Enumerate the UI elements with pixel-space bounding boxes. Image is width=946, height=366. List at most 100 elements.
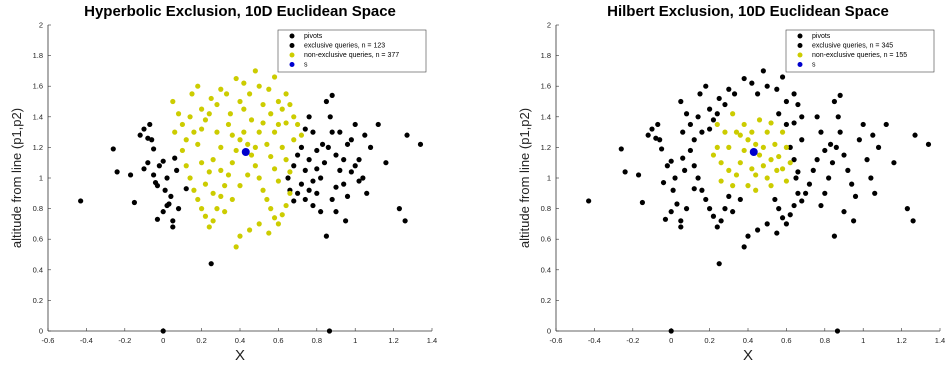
x-tick-label: 0.8 xyxy=(312,336,322,345)
data-point xyxy=(586,198,592,204)
data-point xyxy=(160,158,166,164)
data-point xyxy=(730,111,736,117)
data-point xyxy=(145,160,151,166)
data-point xyxy=(787,212,793,218)
data-point xyxy=(687,121,694,128)
data-point xyxy=(680,155,686,161)
data-point xyxy=(279,212,285,218)
data-point xyxy=(302,167,308,173)
data-point xyxy=(749,166,755,172)
y-tick-label: 0.2 xyxy=(541,296,551,305)
data-point xyxy=(768,120,774,126)
data-point xyxy=(333,209,339,215)
data-point xyxy=(275,221,281,227)
data-point xyxy=(760,68,766,74)
legend-entry: non-exclusive queries, n = 377 xyxy=(304,52,399,59)
data-point xyxy=(298,132,305,138)
data-point xyxy=(793,175,799,181)
data-point xyxy=(668,209,674,215)
data-point xyxy=(256,83,262,89)
s-point xyxy=(749,147,758,156)
data-point xyxy=(737,160,743,166)
data-point xyxy=(697,91,703,97)
data-point xyxy=(227,111,233,117)
data-point xyxy=(860,121,866,128)
data-point xyxy=(367,144,374,150)
data-point xyxy=(295,121,301,128)
y-tick-label: 0.8 xyxy=(541,204,551,213)
data-point xyxy=(210,218,216,224)
data-point xyxy=(360,175,366,181)
data-point xyxy=(722,129,728,135)
data-point xyxy=(237,137,243,143)
data-point xyxy=(247,91,253,97)
data-point xyxy=(772,141,778,147)
x-tick-label: -0.6 xyxy=(42,336,55,345)
data-point xyxy=(137,132,143,138)
x-tick-label: 1 xyxy=(861,336,865,345)
y-tick-label: 1.4 xyxy=(541,112,551,121)
data-point xyxy=(183,137,189,143)
data-point xyxy=(799,114,805,120)
data-point xyxy=(680,129,686,135)
data-point xyxy=(756,117,763,123)
data-point xyxy=(726,86,732,92)
chart-panel-1: Hyperbolic Exclusion, 10D Euclidean Spac… xyxy=(9,3,437,364)
x-tick-label: -0.2 xyxy=(626,336,639,345)
data-point xyxy=(779,129,786,135)
data-point xyxy=(868,175,874,181)
data-point xyxy=(172,155,178,161)
data-point xyxy=(210,157,216,163)
data-point xyxy=(314,147,320,154)
data-point xyxy=(726,193,732,199)
data-point xyxy=(718,218,724,224)
data-point xyxy=(678,224,684,230)
data-point xyxy=(731,91,738,97)
data-point xyxy=(925,141,932,147)
data-point xyxy=(141,126,147,132)
data-point xyxy=(344,141,351,147)
data-point xyxy=(714,144,720,150)
data-point xyxy=(202,181,209,187)
data-point xyxy=(841,152,847,158)
data-point xyxy=(195,141,201,147)
data-point xyxy=(749,80,755,86)
data-point xyxy=(179,121,185,128)
x-tick-label: 1.4 xyxy=(935,336,945,345)
x-tick-label: 0.2 xyxy=(196,336,206,345)
y-axis-label: altitude from line (p1,p2) xyxy=(517,108,532,248)
data-point xyxy=(218,167,224,173)
legend-marker xyxy=(797,52,803,58)
data-point xyxy=(208,95,214,102)
data-point xyxy=(375,121,381,128)
data-point xyxy=(683,111,690,117)
data-point xyxy=(291,198,297,204)
data-point xyxy=(803,190,809,196)
data-point xyxy=(271,74,278,80)
legend-entry: exclusive queries, n = 123 xyxy=(304,43,385,50)
data-point xyxy=(733,172,740,178)
data-point xyxy=(772,196,778,203)
s-point xyxy=(241,147,250,156)
data-point xyxy=(707,126,713,132)
data-point xyxy=(756,152,763,158)
y-tick-label: 0.6 xyxy=(33,235,43,244)
data-point xyxy=(318,175,324,181)
data-point xyxy=(310,129,316,135)
y-tick-label: 0.8 xyxy=(33,204,43,213)
data-point xyxy=(314,190,320,196)
data-point xyxy=(695,114,701,120)
legend-box xyxy=(785,29,935,73)
data-point xyxy=(187,175,193,181)
data-point xyxy=(343,218,349,224)
x-tick-label: 0 xyxy=(669,336,673,345)
data-point xyxy=(154,183,161,189)
x-tick-label: 0.6 xyxy=(273,336,283,345)
data-point xyxy=(229,132,235,138)
data-point xyxy=(849,181,855,187)
data-point xyxy=(222,183,228,189)
data-point xyxy=(268,206,274,212)
data-point xyxy=(214,206,220,212)
data-point xyxy=(699,129,705,135)
legend-box xyxy=(277,29,427,73)
